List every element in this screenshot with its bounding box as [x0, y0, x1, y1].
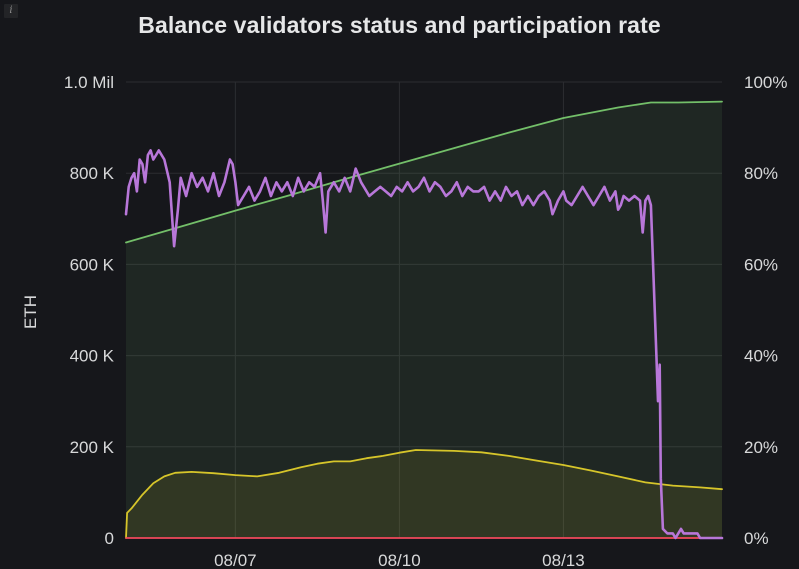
- x-tick-label: 08/07: [214, 551, 257, 569]
- y-right-tick-label: 0%: [744, 529, 769, 548]
- info-icon[interactable]: i: [4, 4, 18, 18]
- y-right-tick-label: 40%: [744, 347, 778, 366]
- chart-title: Balance validators status and participat…: [138, 12, 661, 38]
- y-left-tick-label: 800 K: [70, 164, 115, 183]
- x-tick-label: 08/13: [542, 551, 585, 569]
- y-left-tick-label: 1.0 Mil: [64, 73, 114, 92]
- y-right-tick-label: 100%: [744, 73, 787, 92]
- y-right-ticks: 0% 20% 40% 60% 80% 100%: [744, 73, 787, 548]
- series-0-line: [125, 100, 723, 244]
- y-left-tick-label: 200 K: [70, 438, 115, 457]
- y-right-tick-label: 80%: [744, 164, 778, 183]
- y-left-tick-label: 400 K: [70, 347, 115, 366]
- series-1-area: [126, 450, 722, 538]
- series-3-line: [124, 149, 724, 540]
- y-right-tick-label: 20%: [744, 438, 778, 457]
- series-1-line: [125, 449, 723, 539]
- series-0-area: [126, 101, 722, 538]
- x-ticks: 08/07 08/10 08/13: [214, 551, 585, 569]
- series-lines: [124, 100, 724, 540]
- y-right-tick-label: 60%: [744, 255, 778, 274]
- y-left-tick-label: 600 K: [70, 255, 115, 274]
- x-tick-label: 08/10: [378, 551, 421, 569]
- series-areas: [126, 101, 722, 538]
- y-axis-label: ETH: [21, 295, 40, 329]
- y-left-ticks: 0 200 K 400 K 600 K 800 K 1.0 Mil: [64, 73, 115, 548]
- y-left-tick-label: 0: [105, 529, 114, 548]
